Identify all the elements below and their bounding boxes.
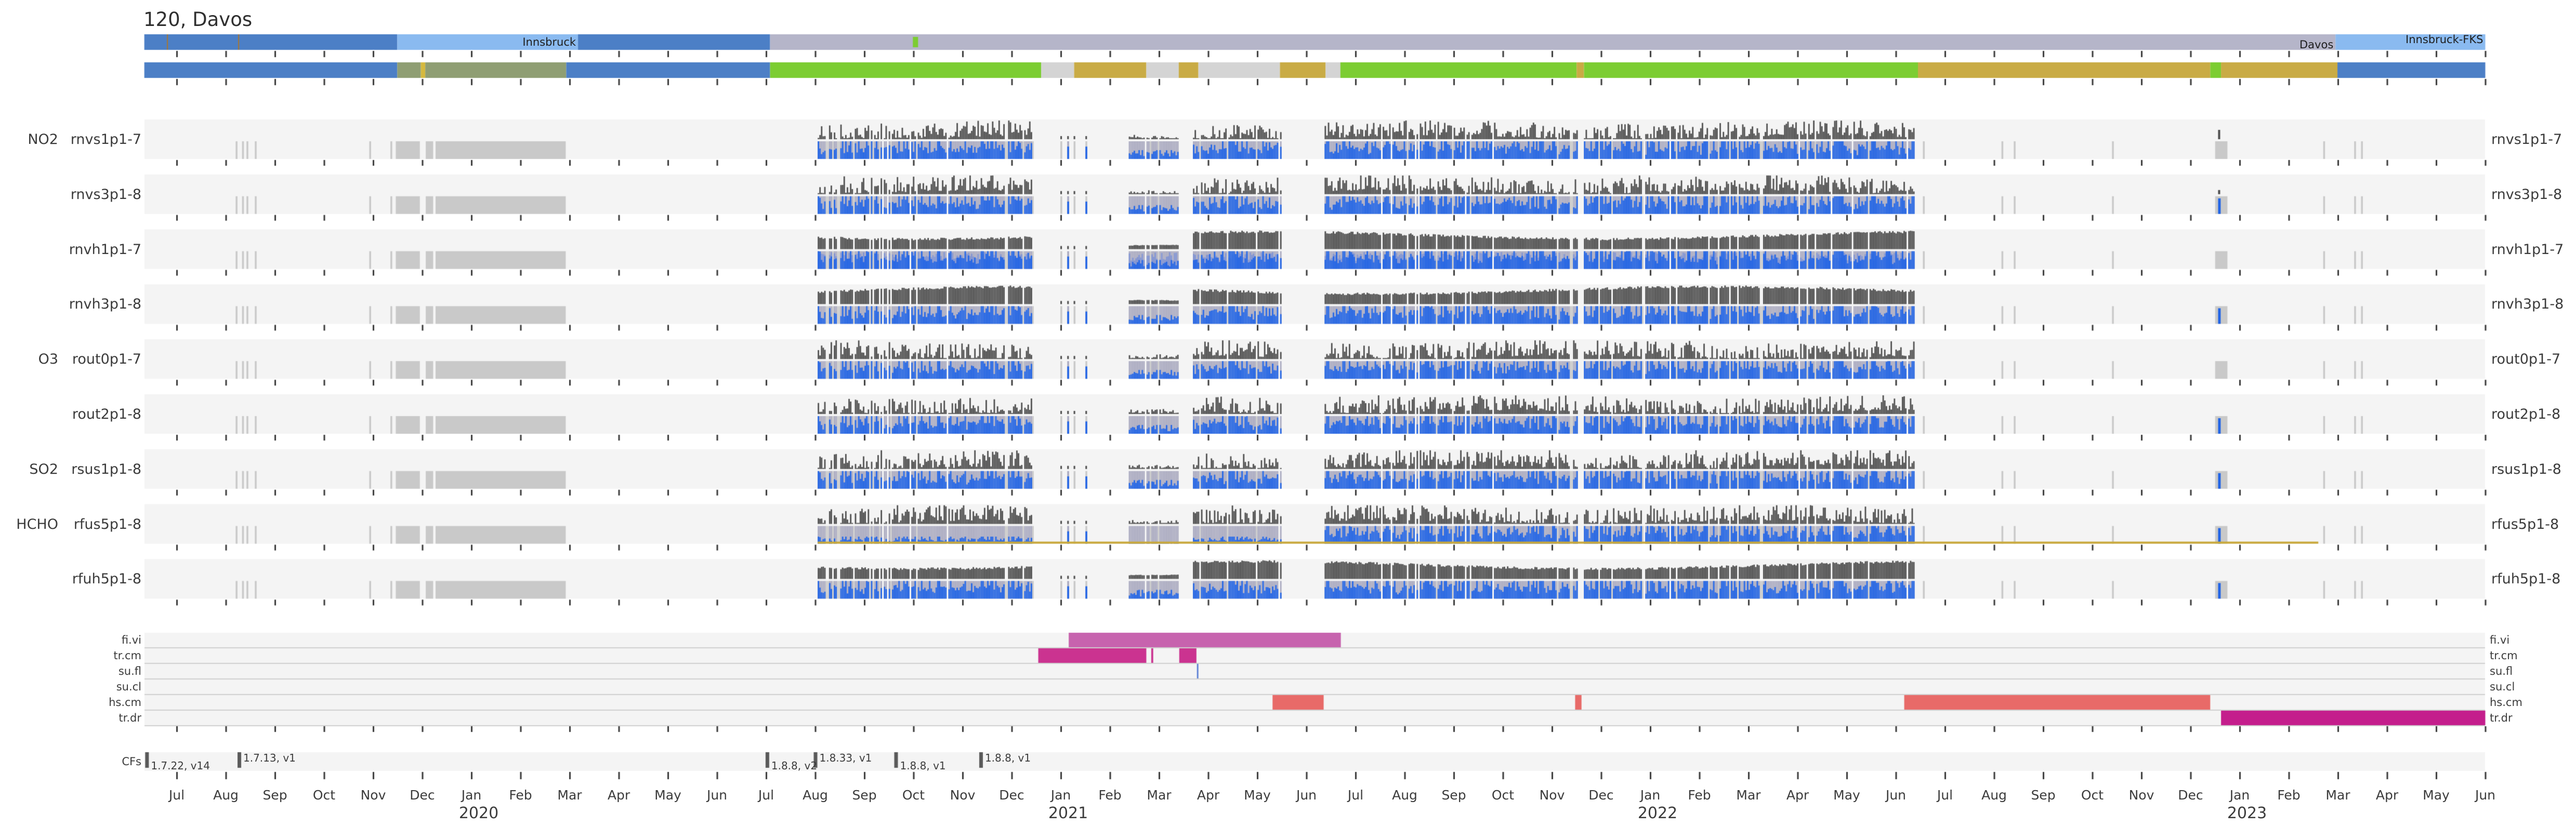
aux-label-right-fi-vi: fi.vi	[2490, 634, 2510, 646]
month-label: Jul	[758, 788, 774, 803]
species-label-o3: O3	[38, 351, 58, 368]
row-label-left-rsus1p1-8: rsus1p1-8	[71, 461, 141, 477]
aux-label-right-hs-cm: hs.cm	[2490, 696, 2522, 709]
year-label-2020: 2020	[458, 804, 499, 822]
month-label: Apr	[607, 788, 630, 803]
cf-annotation: 1.8.33, v1	[819, 752, 872, 764]
aux-label-right-tr-dr: tr.dr	[2490, 712, 2513, 724]
aux-label-left-su-cl: su.cl	[116, 681, 141, 693]
species-label-no2: NO2	[28, 131, 58, 148]
year-label-2021: 2021	[1048, 804, 1088, 822]
month-label: Oct	[312, 788, 336, 803]
month-label: May	[2423, 788, 2450, 803]
month-label: Nov	[2128, 788, 2154, 803]
row-label-right-rfus5p1-8: rfus5p1-8	[2491, 516, 2559, 532]
month-label: Mar	[557, 788, 582, 803]
location-segment-label: Davos	[2299, 38, 2334, 51]
month-label: Aug	[213, 788, 239, 803]
year-label-2022: 2022	[1637, 804, 1678, 822]
month-label: Dec	[410, 788, 435, 803]
month-label: Aug	[803, 788, 828, 803]
aux-label-right-tr-cm: tr.cm	[2490, 649, 2518, 662]
row-label-left-rfuh5p1-8: rfuh5p1-8	[72, 571, 141, 588]
row-label-right-rfuh5p1-8: rfuh5p1-8	[2491, 571, 2561, 588]
aux-label-left-su-fl: su.fl	[118, 665, 141, 677]
month-label: Dec	[999, 788, 1024, 803]
month-label: Sep	[262, 788, 287, 803]
month-label: Mar	[1736, 788, 1761, 803]
aux-label-left-tr-dr: tr.dr	[119, 712, 141, 724]
month-label: Apr	[1786, 788, 1809, 803]
aux-label-left-fi-vi: fi.vi	[121, 634, 141, 646]
month-label: Sep	[2031, 788, 2056, 803]
month-label: May	[1244, 788, 1271, 803]
location-segment-label: Innsbruck	[522, 36, 576, 48]
month-label: Apr	[2375, 788, 2399, 803]
cfs-label: CFs	[122, 755, 141, 768]
aux-label-left-tr-cm: tr.cm	[113, 649, 141, 662]
month-label: Jul	[168, 788, 185, 803]
month-label: Jan	[1640, 788, 1661, 803]
species-label-so2: SO2	[29, 461, 58, 477]
cf-annotation: 1.8.8, v1	[900, 759, 946, 772]
year-label-2023: 2023	[2227, 804, 2267, 822]
row-label-right-rnvs1p1-7: rnvs1p1-7	[2491, 131, 2562, 148]
row-label-right-rnvh1p1-7: rnvh1p1-7	[2491, 241, 2564, 258]
month-label: Apr	[1197, 788, 1220, 803]
page-title: 120, Davos	[143, 8, 253, 31]
month-label: Oct	[2081, 788, 2104, 803]
month-label: May	[654, 788, 681, 803]
row-label-left-rfus5p1-8: rfus5p1-8	[73, 516, 141, 532]
row-label-right-rout2p1-8: rout2p1-8	[2491, 406, 2561, 422]
row-label-left-rnvs1p1-7: rnvs1p1-7	[70, 131, 141, 148]
month-label: Jun	[706, 788, 728, 803]
month-label: Jul	[1937, 788, 1953, 803]
cf-annotation: 1.7.22, v14	[151, 759, 210, 772]
month-label: Jun	[2475, 788, 2496, 803]
cf-annotation: 1.8.8, v2	[771, 759, 818, 772]
month-label: Feb	[2277, 788, 2301, 803]
month-label: Oct	[902, 788, 925, 803]
month-label: Sep	[1441, 788, 1466, 803]
month-label: Mar	[2325, 788, 2350, 803]
row-label-right-rsus1p1-8: rsus1p1-8	[2491, 461, 2561, 477]
month-label: Jun	[1296, 788, 1317, 803]
month-label: May	[1833, 788, 1860, 803]
row-label-left-rnvh1p1-7: rnvh1p1-7	[69, 241, 141, 258]
month-label: Mar	[1147, 788, 1172, 803]
month-label: Jul	[1347, 788, 1364, 803]
row-label-left-rout0p1-7: rout0p1-7	[72, 351, 141, 368]
month-label: Jan	[1050, 788, 1071, 803]
month-label: Feb	[1688, 788, 1711, 803]
location-segment-label: Innsbruck-FKS	[2406, 33, 2483, 46]
month-label: Aug	[1392, 788, 1417, 803]
month-label: Nov	[950, 788, 976, 803]
month-label: Jan	[461, 788, 482, 803]
species-label-hcho: HCHO	[16, 516, 58, 532]
cf-annotation: 1.8.8, v1	[984, 752, 1031, 764]
row-label-left-rnvh3p1-8: rnvh3p1-8	[69, 296, 141, 313]
row-label-right-rnvh3p1-8: rnvh3p1-8	[2491, 296, 2564, 313]
row-label-left-rnvs3p1-8: rnvs3p1-8	[70, 186, 141, 203]
month-label: Nov	[1539, 788, 1565, 803]
month-label: Oct	[1491, 788, 1515, 803]
month-label: Dec	[2178, 788, 2203, 803]
row-label-right-rout0p1-7: rout0p1-7	[2491, 351, 2561, 368]
row-label-right-rnvs3p1-8: rnvs3p1-8	[2491, 186, 2562, 203]
aux-label-right-su-cl: su.cl	[2490, 681, 2515, 693]
month-label: Feb	[509, 788, 532, 803]
row-label-left-rout2p1-8: rout2p1-8	[72, 406, 141, 422]
month-label: Feb	[1098, 788, 1122, 803]
month-label: Jun	[1885, 788, 1907, 803]
cf-annotation: 1.7.13, v1	[243, 752, 296, 764]
month-label: Nov	[360, 788, 386, 803]
month-label: Jan	[2229, 788, 2250, 803]
month-label: Aug	[1981, 788, 2007, 803]
month-label: Dec	[1588, 788, 1614, 803]
month-label: Sep	[852, 788, 877, 803]
aux-label-right-su-fl: su.fl	[2490, 665, 2513, 677]
aux-label-left-hs-cm: hs.cm	[109, 696, 141, 709]
